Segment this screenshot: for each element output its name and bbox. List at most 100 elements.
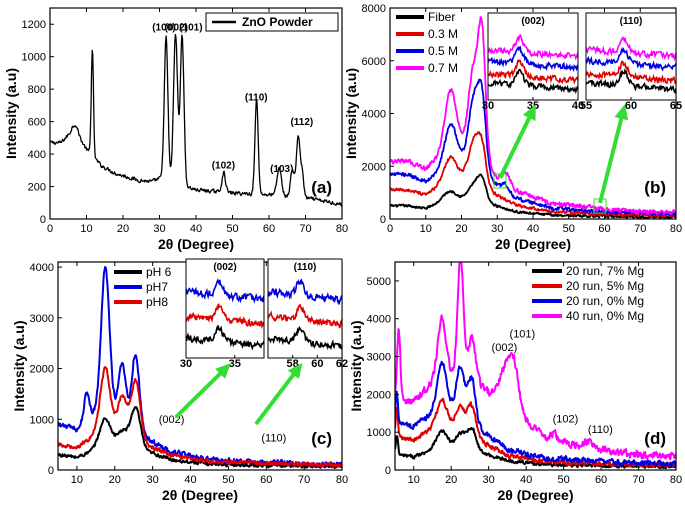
x-tick-label: 70 [299,223,311,235]
green-arrow-shaft [498,107,536,179]
x-tick-label: 10 [420,223,432,235]
legend: ZnO Powder [205,12,339,32]
y-tick-label: 400 [28,149,46,161]
inset-series-line [586,60,676,85]
y-tick-label: 0 [380,214,386,226]
legend: Fiber 0.3 M 0.5 M 0.7 M [396,10,458,75]
inset-series-line [488,58,578,85]
panel-c: 10 20 30 40 50 60 70 80 0 1000 2000 3000 4000 2θ (Deg… [11,258,348,503]
series-line-0-5-m [390,78,676,217]
y-tick-label: 600 [28,117,46,129]
x-tick-label: 60 [263,223,275,235]
x-tick-label: 30 [491,223,503,235]
peak-label: (101) [179,23,202,34]
inset-plot [488,33,578,95]
inset-plot [186,278,264,351]
inset-series-line [586,35,676,62]
inset-plot [586,35,676,95]
inset-frame [267,258,343,359]
x-axis-label: 2θ (Degree) [497,487,573,503]
y-axis-label: Intensity (a.u) [11,320,27,411]
y-tick-label: 1000 [367,427,391,439]
y-tick-label: 2000 [367,389,391,401]
inset-series-line [488,33,578,61]
y-tick-label: 800 [28,84,46,96]
x-tick-label: 60 [260,474,272,486]
legend-box [205,12,339,32]
peak-label: (112) [290,117,313,128]
x-tick-label: 0 [47,223,53,235]
y-tick-label: 1000 [30,414,54,426]
plot-area [390,16,676,219]
green-arrow-head [287,362,303,379]
plot-area [395,262,676,470]
x-tick-label: 80 [336,223,348,235]
peak-label: (002) [159,414,185,426]
series-line-fiber [390,173,676,219]
inset-1: 58 60 62(110) [254,258,348,426]
legend-entry: ZnO Powder [242,15,313,29]
x-tick-label: 50 [226,223,238,235]
legend-entry: 20 run, 7% Mg [566,264,644,278]
zoom-region-box [493,173,507,189]
y-tick-label: 4000 [367,314,391,326]
legend-entry: Fiber [428,10,455,24]
inset-series-line [268,325,342,351]
x-tick-label: 20 [445,474,457,486]
inset-frame [185,258,265,359]
y-tick-label: 0 [40,214,46,226]
legend-entry: 20 run, 0% Mg [566,294,644,308]
x-tick-label: 40 [520,474,532,486]
inset-x-tick-label: 62 [336,358,348,370]
x-tick-label: 80 [670,223,682,235]
plot-area [58,266,342,470]
inset-x-tick-label: 40 [572,100,584,112]
x-tick-label: 70 [632,474,644,486]
x-tick-label: 10 [80,223,92,235]
x-tick-label: 60 [598,223,610,235]
x-tick-label: 20 [455,223,467,235]
inset-1: 55 60 65 (110) [580,12,682,214]
peak-label: (102) [212,161,235,172]
x-tick-label: 80 [670,474,682,486]
y-tick-label: 6000 [362,56,386,68]
panel-label: (d) [644,429,666,448]
y-tick-label: 4000 [30,262,54,274]
inset-x-tick-label: 30 [482,100,494,112]
legend-entry: 20 run, 5% Mg [566,279,644,293]
peak-label: (102) [553,414,579,426]
x-tick-label: 50 [222,474,234,486]
y-tick-label: 5000 [367,276,391,288]
legend-entry: 40 run, 0% Mg [566,309,644,323]
panel-b: 0 10 20 30 40 50 60 70 80 0 2000 4000 6000 8000 2θ (De… [343,3,682,252]
green-arrow-head [522,104,536,121]
inset-x-tick-label: 60 [311,358,323,370]
series-line-0-7-m [390,16,676,216]
panel-label: (b) [644,178,666,197]
y-tick-label: 0 [48,465,54,477]
inset-series-line [186,303,264,329]
y-tick-label: 4000 [362,109,386,121]
panel-d: 10 20 30 40 50 60 70 80 0 1000 2000 3000 4000 5000 2θ … [348,261,682,503]
y-axis-label: Intensity (a.u) [343,68,359,159]
series-line-40-run-0-mg [395,262,676,461]
x-tick-label: 70 [298,474,310,486]
inset-label: (002) [521,16,544,27]
legend-entry: 0.3 M [428,27,458,41]
inset-series-line [268,278,342,306]
x-tick-label: 20 [109,474,121,486]
inset-label: (110) [294,262,317,273]
inset-x-tick-label: 35 [229,358,241,370]
x-tick-label: 70 [634,223,646,235]
y-tick-label: 200 [28,182,46,194]
inset-0: 30 35 40 (002) [482,12,584,189]
x-tick-label: 0 [387,223,393,235]
inset-series-line [586,46,676,72]
peak-label: (101) [510,329,536,341]
y-tick-label: 3000 [367,352,391,364]
x-tick-label: 50 [563,223,575,235]
panel-a: 0 10 20 30 40 50 60 70 800200400600800100012002θ… [3,7,348,252]
green-arrow-shaft [254,364,302,426]
y-axis-label: Intensity (a.u) [3,68,19,159]
legend-entry: pH 6 [146,265,172,279]
